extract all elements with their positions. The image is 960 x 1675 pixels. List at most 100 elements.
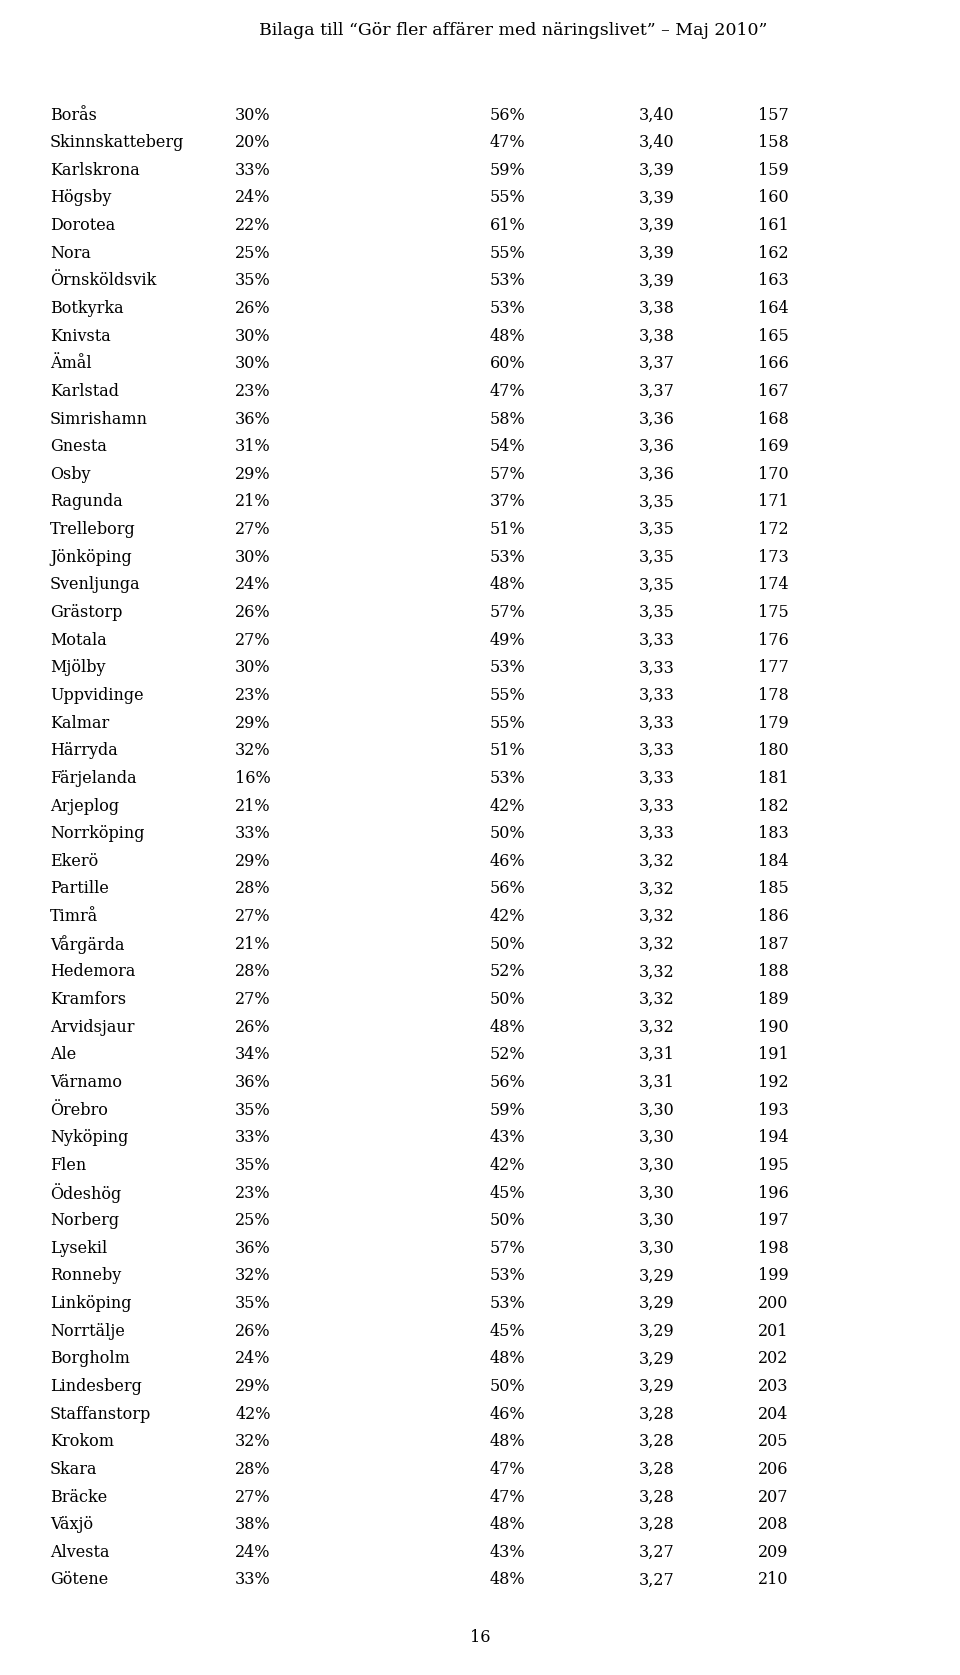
Text: 167: 167 xyxy=(758,384,789,400)
Text: 199: 199 xyxy=(758,1268,789,1285)
Text: 54%: 54% xyxy=(490,439,525,456)
Text: 33%: 33% xyxy=(235,1129,271,1146)
Text: Hedemora: Hedemora xyxy=(50,963,135,980)
Text: 209: 209 xyxy=(758,1544,789,1561)
Text: 3,35: 3,35 xyxy=(638,549,674,566)
Text: 57%: 57% xyxy=(490,605,525,621)
Text: 56%: 56% xyxy=(490,107,525,124)
Text: 56%: 56% xyxy=(490,881,525,898)
Text: 189: 189 xyxy=(758,992,789,1008)
Text: Ale: Ale xyxy=(50,1047,76,1064)
Text: 3,29: 3,29 xyxy=(638,1295,674,1312)
Text: 3,33: 3,33 xyxy=(638,770,674,787)
Text: 164: 164 xyxy=(758,300,789,317)
Text: 3,37: 3,37 xyxy=(638,355,674,372)
Text: Arjeplog: Arjeplog xyxy=(50,797,119,814)
Text: 186: 186 xyxy=(758,908,789,925)
Text: 59%: 59% xyxy=(490,1102,525,1119)
Text: 43%: 43% xyxy=(490,1544,525,1561)
Text: Staffanstorp: Staffanstorp xyxy=(50,1405,151,1422)
Text: 204: 204 xyxy=(758,1405,789,1422)
Text: 3,29: 3,29 xyxy=(638,1350,674,1367)
Text: 3,30: 3,30 xyxy=(638,1157,674,1174)
Text: Alvesta: Alvesta xyxy=(50,1544,109,1561)
Text: 33%: 33% xyxy=(235,162,271,179)
Text: 163: 163 xyxy=(758,273,789,290)
Text: 168: 168 xyxy=(758,410,789,427)
Text: 60%: 60% xyxy=(490,355,525,372)
Text: 206: 206 xyxy=(758,1461,789,1477)
Text: 52%: 52% xyxy=(490,1047,525,1064)
Text: Norrköping: Norrköping xyxy=(50,826,144,843)
Text: Skinnskatteberg: Skinnskatteberg xyxy=(50,134,184,151)
Text: 26%: 26% xyxy=(235,605,271,621)
Text: 3,29: 3,29 xyxy=(638,1268,674,1285)
Text: Ekerö: Ekerö xyxy=(50,853,98,869)
Text: 53%: 53% xyxy=(490,549,525,566)
Text: 184: 184 xyxy=(758,853,789,869)
Text: 3,29: 3,29 xyxy=(638,1323,674,1340)
Text: 27%: 27% xyxy=(235,521,271,538)
Text: 3,33: 3,33 xyxy=(638,715,674,732)
Text: 27%: 27% xyxy=(235,992,271,1008)
Text: 48%: 48% xyxy=(490,1571,525,1588)
Text: 37%: 37% xyxy=(490,494,525,511)
Text: Lysekil: Lysekil xyxy=(50,1240,108,1256)
Text: 27%: 27% xyxy=(235,1489,271,1506)
Text: Värnamo: Värnamo xyxy=(50,1074,122,1090)
Text: 24%: 24% xyxy=(235,576,271,593)
Text: 3,33: 3,33 xyxy=(638,631,674,648)
Text: 3,35: 3,35 xyxy=(638,576,674,593)
Text: Uppvidinge: Uppvidinge xyxy=(50,687,144,704)
Text: 180: 180 xyxy=(758,742,789,759)
Text: 46%: 46% xyxy=(490,1405,525,1422)
Text: Svenljunga: Svenljunga xyxy=(50,576,140,593)
Text: 3,30: 3,30 xyxy=(638,1129,674,1146)
Text: 35%: 35% xyxy=(235,1157,271,1174)
Text: 174: 174 xyxy=(758,576,789,593)
Text: 205: 205 xyxy=(758,1434,789,1451)
Text: 25%: 25% xyxy=(235,1213,271,1229)
Text: 28%: 28% xyxy=(235,1461,271,1477)
Text: Karlskrona: Karlskrona xyxy=(50,162,139,179)
Text: 48%: 48% xyxy=(490,576,525,593)
Text: 36%: 36% xyxy=(235,410,271,427)
Text: 32%: 32% xyxy=(235,1268,271,1285)
Text: Partille: Partille xyxy=(50,881,108,898)
Text: 3,35: 3,35 xyxy=(638,605,674,621)
Text: 55%: 55% xyxy=(490,715,525,732)
Text: 3,31: 3,31 xyxy=(638,1074,674,1090)
Text: 200: 200 xyxy=(758,1295,789,1312)
Text: 182: 182 xyxy=(758,797,789,814)
Text: 30%: 30% xyxy=(235,328,271,345)
Text: 175: 175 xyxy=(758,605,789,621)
Text: 42%: 42% xyxy=(490,1157,525,1174)
Text: 207: 207 xyxy=(758,1489,789,1506)
Text: 187: 187 xyxy=(758,936,789,953)
Text: 57%: 57% xyxy=(490,1240,525,1256)
Text: 170: 170 xyxy=(758,466,789,482)
Text: 3,29: 3,29 xyxy=(638,1379,674,1395)
Text: Knivsta: Knivsta xyxy=(50,328,110,345)
Text: Mjölby: Mjölby xyxy=(50,660,106,677)
Text: 3,40: 3,40 xyxy=(638,107,674,124)
Text: 35%: 35% xyxy=(235,1295,271,1312)
Text: Osby: Osby xyxy=(50,466,90,482)
Text: 185: 185 xyxy=(758,881,789,898)
Text: 3,30: 3,30 xyxy=(638,1102,674,1119)
Text: 36%: 36% xyxy=(235,1240,271,1256)
Text: 159: 159 xyxy=(758,162,789,179)
Text: 56%: 56% xyxy=(490,1074,525,1090)
Text: 3,27: 3,27 xyxy=(638,1544,674,1561)
Text: Krokom: Krokom xyxy=(50,1434,114,1451)
Text: 58%: 58% xyxy=(490,410,525,427)
Text: 47%: 47% xyxy=(490,384,525,400)
Text: Växjö: Växjö xyxy=(50,1516,93,1533)
Text: 33%: 33% xyxy=(235,826,271,843)
Text: 210: 210 xyxy=(758,1571,789,1588)
Text: 20%: 20% xyxy=(235,134,271,151)
Text: 50%: 50% xyxy=(490,1379,525,1395)
Text: 25%: 25% xyxy=(235,245,271,261)
Text: Trelleborg: Trelleborg xyxy=(50,521,135,538)
Text: Ronneby: Ronneby xyxy=(50,1268,121,1285)
